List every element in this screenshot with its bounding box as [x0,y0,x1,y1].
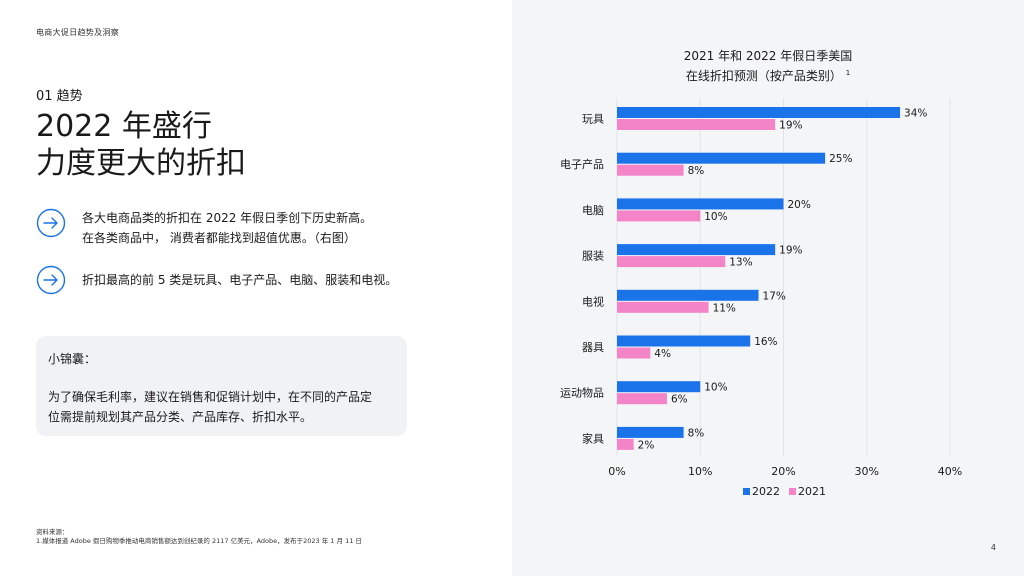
section-label: 01 趋势 [36,89,83,104]
data-label: 13% [729,257,752,269]
chart-title-footnote: 1 [845,69,851,77]
bullet-1-line-1: 各大电商品类的折扣在 2022 年假日季创下历史新高。 [82,211,373,225]
bar-2021 [617,256,726,268]
legend-label-2022: 2022 [752,485,780,498]
data-label: 20% [788,199,811,211]
bar-2022 [617,107,901,118]
bullet-item-2: 折扣最高的前 5 类是玩具、电子产品、电脑、服装和电视。 [36,265,397,295]
tip-title: 小锦囊： [48,352,97,366]
data-label: 6% [671,394,688,406]
category-label: 电子产品 [560,157,604,171]
left-panel: 电商大促日趋势及洞察 01 趋势 2022 年盛行 力度更大的折扣 各大电商品类… [36,28,407,546]
tip-line-1: 为了确保毛利率，建议在销售和促销计划中，在不同的产品定 [48,390,373,404]
category-label: 电脑 [582,204,604,217]
data-label: 10% [704,382,727,394]
category-label: 运动物品 [560,386,604,400]
bar-2022 [617,426,684,438]
source-line-1: 资料来源： [36,528,69,536]
arrow-circle-icon [36,265,66,295]
category-label: 玩具 [582,113,604,126]
x-tick-label: 0% [608,465,625,478]
tip-body: 为了确保毛利率，建议在销售和促销计划中，在不同的产品定 位需提前规划其产品分类、… [48,387,395,427]
legend-swatch-2022 [743,488,750,495]
data-label: 8% [688,427,705,439]
data-label: 19% [779,120,802,132]
x-tick-label: 20% [771,465,795,478]
bar-2022 [617,152,826,164]
data-label: 19% [779,245,802,257]
category-label: 电视 [582,294,604,308]
data-label: 11% [713,302,736,314]
chart-panel [512,0,1024,576]
document-header-label: 电商大促日趋势及洞察 [36,28,119,37]
data-label: 8% [688,165,705,177]
bullet-text-1: 各大电商品类的折扣在 2022 年假日季创下历史新高。 在各类商品中， 消费者都… [82,208,372,248]
chart-title-line-2-text: 在线折扣预测（按产品类别） [685,69,842,83]
legend-label-2021: 2021 [798,485,826,498]
bullet-text-2: 折扣最高的前 5 类是玩具、电子产品、电脑、服装和电视。 [82,270,397,290]
bar-2021 [617,438,634,450]
bar-2022 [617,289,759,301]
x-tick-label: 10% [688,465,712,478]
tip-box: 小锦囊： 为了确保毛利率，建议在销售和促销计划中，在不同的产品定 位需提前规划其… [36,336,407,436]
chart-title: 2021 年和 2022 年假日季美国 在线折扣预测（按产品类别） 1 [512,48,1024,85]
data-label: 34% [904,108,927,120]
data-label: 25% [829,153,852,165]
x-tick-label: 40% [938,465,962,478]
source-note: 资料来源： 1.媒体报道 Adobe 假日购物季推动电商销售额达到创纪录的 21… [36,528,362,546]
page-number: 4 [990,543,996,552]
bar-2022 [617,198,784,210]
bar-2022 [617,381,701,393]
data-label: 10% [704,211,727,223]
bullet-1-line-2: 在各类商品中， 消费者都能找到超值优惠。（右图） [82,231,356,245]
category-label: 器具 [582,341,604,354]
category-label: 服装 [582,250,604,263]
data-label: 2% [638,439,655,451]
page-title-line-2: 力度更大的折扣 [36,146,246,181]
chart-title-line-1: 2021 年和 2022 年假日季美国 [683,49,853,63]
bullet-item-1: 各大电商品类的折扣在 2022 年假日季创下历史新高。 在各类商品中， 消费者都… [36,208,372,248]
data-label: 4% [654,348,671,360]
data-label: 17% [763,290,786,302]
x-tick-label: 30% [855,465,879,478]
arrow-circle-icon [36,208,66,238]
bar-chart: 0% 10% 20% 30% 40% 玩具 34% 19% 电子产品 25% 8% 电脑 20% 10% 服… [560,98,962,498]
page-title: 2022 年盛行 力度更大的折扣 [36,108,246,182]
bar-2021 [617,301,709,313]
chart-title-line-2: 在线折扣预测（按产品类别） 1 [512,65,1024,85]
data-label: 16% [754,336,777,348]
bar-2021 [617,347,651,359]
bar-2021 [617,210,701,222]
tip-line-2: 位需提前规划其产品分类、产品库存、折扣水平。 [48,410,313,424]
category-label: 家具 [582,431,604,445]
bar-2021 [617,164,684,176]
bullet-2-line-1: 折扣最高的前 5 类是玩具、电子产品、电脑、服装和电视。 [82,273,398,287]
bar-2021 [617,119,776,130]
bar-2022 [617,244,776,256]
bar-2022 [617,335,751,347]
bar-2021 [617,393,667,405]
page-title-line-1: 2022 年盛行 [36,109,212,144]
legend-swatch-2021 [789,488,796,495]
source-line-2: 1.媒体报道 Adobe 假日购物季推动电商销售额达到创纪录的 2117 亿美元… [36,537,362,545]
